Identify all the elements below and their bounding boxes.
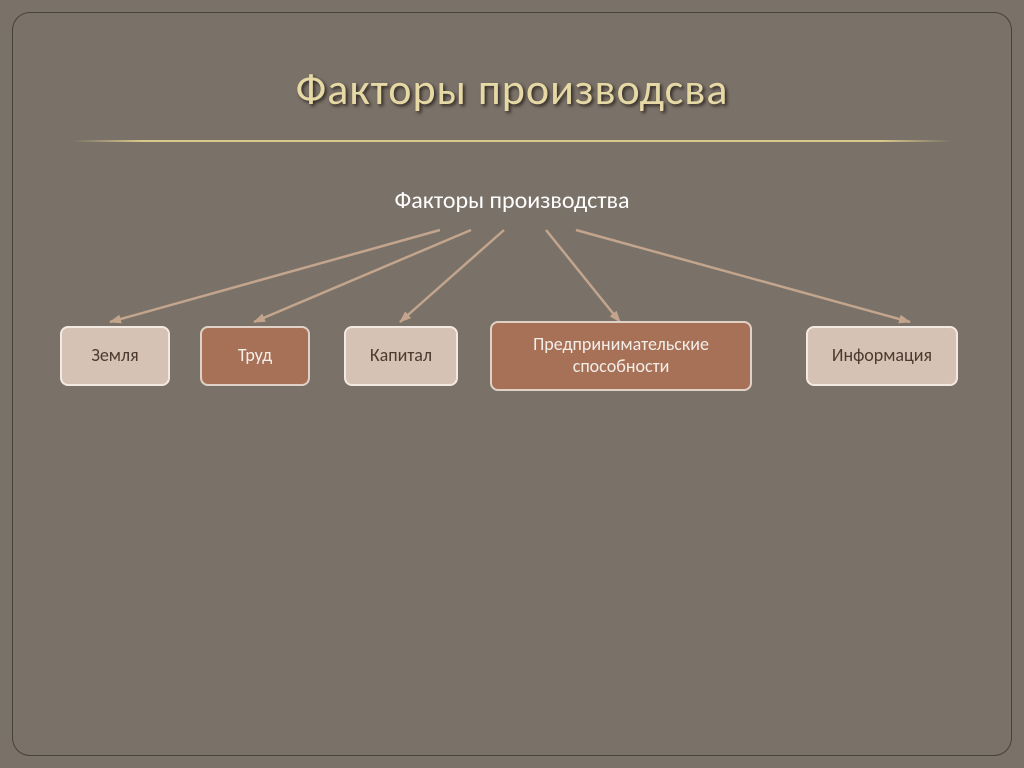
diagram-box: Труд [200,326,310,386]
diagram-arrow [254,230,471,322]
diagram-box-label: Земля [91,345,138,367]
page-title: Факторы производсва [0,62,1024,116]
diagram-arrow [110,230,440,322]
diagram-box: Предпринимательские способности [490,321,752,391]
diagram-box: Капитал [344,326,458,386]
title-divider [72,140,952,142]
diagram-box-label: Капитал [370,345,432,367]
diagram-box-label: Информация [832,345,932,367]
diagram-box-label: Труд [238,345,272,367]
diagram-root-label: Факторы производства [0,186,1024,215]
diagram-arrow [400,230,504,322]
diagram-arrow [546,230,620,322]
diagram-box: Земля [60,326,170,386]
diagram-box-label: Предпринимательские способности [498,334,744,377]
diagram-box: Информация [806,326,958,386]
slide: Факторы производсва Факторы производства… [0,0,1024,768]
diagram-arrow [576,230,910,322]
